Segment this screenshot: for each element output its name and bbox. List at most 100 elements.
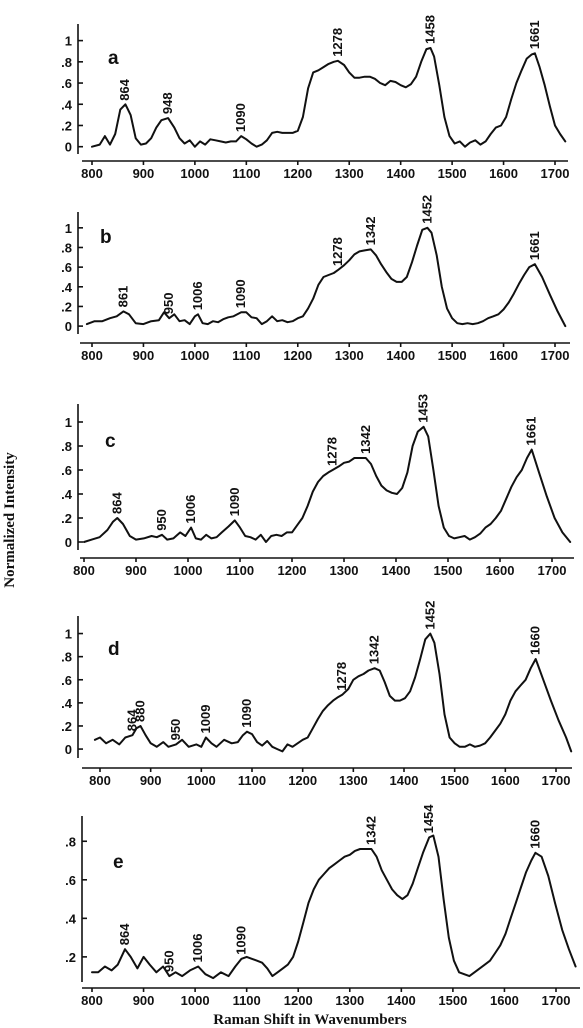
- y-tick-label: .6: [61, 260, 72, 275]
- peak-label: 1660: [528, 626, 543, 655]
- x-tick-label: 1200: [288, 773, 317, 788]
- x-tick-label: 1300: [335, 166, 364, 181]
- x-tick-label: 900: [133, 166, 155, 181]
- peak-label: 950: [154, 509, 169, 531]
- peak-label: 1090: [227, 487, 242, 516]
- x-tick-label: 1600: [486, 563, 515, 578]
- x-tick-label: 900: [133, 348, 155, 363]
- x-tick-label: 1500: [434, 563, 463, 578]
- x-tick-label: 1100: [232, 166, 260, 181]
- y-tick-label: .8: [61, 55, 72, 70]
- y-tick-label: .4: [61, 487, 73, 502]
- x-tick-label: 1500: [438, 993, 467, 1008]
- y-tick-label: .4: [65, 911, 77, 926]
- peak-label: 1090: [234, 926, 249, 955]
- spectrum-line: [85, 226, 567, 328]
- panel-b: 800 900 1000 1100 1200 1300 1400 1500 1600 1700 1.…: [61, 195, 570, 363]
- y-tick-label: .4: [61, 280, 73, 295]
- peak-label: 861: [115, 286, 130, 308]
- x-tick-label: 900: [133, 993, 155, 1008]
- peak-label: 880: [133, 700, 148, 722]
- peak-label: 1278: [325, 437, 340, 466]
- peak-label: 864: [109, 492, 124, 514]
- peak-label: 1661: [527, 20, 542, 49]
- peak-label: 1454: [421, 804, 436, 834]
- x-tick-label: 1700: [542, 993, 571, 1008]
- x-tick-label: 800: [81, 166, 103, 181]
- peak-label: 1278: [330, 28, 345, 57]
- y-tick-label: .6: [65, 873, 76, 888]
- x-tick-label: 900: [125, 563, 147, 578]
- peak-label: 1452: [422, 601, 437, 630]
- y-tick-label: .2: [61, 511, 72, 526]
- peak-label: 1009: [198, 705, 213, 734]
- x-tick-label: 800: [81, 348, 103, 363]
- spectrum-line: [91, 47, 567, 148]
- x-tick-label: 1700: [538, 563, 567, 578]
- x-tick-label: 1700: [541, 166, 570, 181]
- x-tick-label: 800: [89, 773, 111, 788]
- peak-label: 1342: [363, 816, 378, 845]
- peak-label: 1090: [239, 699, 254, 728]
- y-tick-label: .8: [61, 240, 72, 255]
- peak-label: 1006: [190, 281, 205, 310]
- x-tick-label: 1400: [390, 773, 419, 788]
- x-tick-label: 1300: [335, 348, 364, 363]
- y-tick-label: 1: [65, 34, 72, 49]
- y-tick-label: 0: [65, 140, 72, 155]
- x-tick-label: 1100: [233, 993, 261, 1008]
- x-tick-label: 1000: [180, 348, 209, 363]
- panel-label: b: [100, 227, 112, 248]
- x-tick-label: 1400: [386, 348, 415, 363]
- panel-label: c: [105, 431, 116, 452]
- y-tick-label: 0: [65, 319, 72, 334]
- x-tick-label: 1600: [490, 993, 519, 1008]
- x-tick-label: 1100: [226, 563, 254, 578]
- y-tick-label: .6: [61, 463, 72, 478]
- peak-label: 1661: [527, 231, 542, 260]
- peak-label: 950: [161, 292, 176, 314]
- x-tick-label: 1500: [438, 348, 467, 363]
- peak-label: 1278: [334, 662, 349, 691]
- peak-label: 1660: [527, 820, 542, 849]
- y-tick-label: .8: [61, 650, 72, 665]
- spectrum-line: [91, 834, 577, 980]
- peak-label: 950: [168, 719, 183, 741]
- y-tick-label: .6: [61, 673, 72, 688]
- panel-e: 800 900 1000 1100 1200 1300 1400 1500 1600 1700 .8…: [65, 804, 580, 1008]
- peak-label: 1453: [416, 394, 431, 423]
- spectrum-line: [83, 425, 572, 543]
- x-tick-label: 1400: [386, 166, 415, 181]
- x-tick-label: 1000: [174, 563, 203, 578]
- panel-label: a: [108, 48, 119, 69]
- spectrum-line: [93, 632, 573, 753]
- x-tick-label: 1000: [181, 993, 210, 1008]
- x-tick-label: 1400: [382, 563, 411, 578]
- x-tick-label: 900: [140, 773, 162, 788]
- x-axis-label: Raman Shift in Wavenumbers: [213, 1012, 407, 1028]
- peak-label: 1342: [358, 425, 373, 454]
- y-tick-label: .8: [61, 439, 72, 454]
- x-tick-label: 1100: [238, 773, 266, 788]
- x-tick-label: 1700: [542, 773, 571, 788]
- x-tick-label: 1600: [491, 773, 520, 788]
- panel-d: 800 900 1000 1100 1200 1300 1400 1500 1600 1700 1.…: [61, 601, 573, 788]
- y-tick-label: 0: [65, 535, 72, 550]
- panel-c: 800 900 1000 1100 1200 1300 1400 1500 1600 1700 1.…: [61, 394, 574, 578]
- peak-label: 1278: [330, 237, 345, 266]
- x-tick-label: 1600: [489, 348, 518, 363]
- x-tick-label: 1200: [278, 563, 307, 578]
- x-tick-label: 1600: [489, 166, 518, 181]
- peak-label: 1458: [423, 15, 438, 44]
- peak-label: 1452: [419, 195, 434, 224]
- x-tick-label: 1200: [283, 348, 312, 363]
- y-tick-label: 1: [65, 415, 72, 430]
- x-tick-label: 1100: [232, 348, 260, 363]
- panel-label: e: [113, 852, 124, 873]
- y-tick-label: .4: [61, 696, 73, 711]
- x-tick-label: 1300: [335, 993, 364, 1008]
- x-tick-label: 1000: [180, 166, 209, 181]
- x-tick-label: 1200: [283, 166, 312, 181]
- y-tick-label: .2: [61, 118, 72, 133]
- peak-label: 1342: [363, 216, 378, 245]
